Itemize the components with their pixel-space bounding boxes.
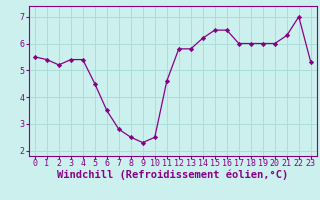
- X-axis label: Windchill (Refroidissement éolien,°C): Windchill (Refroidissement éolien,°C): [57, 169, 288, 180]
